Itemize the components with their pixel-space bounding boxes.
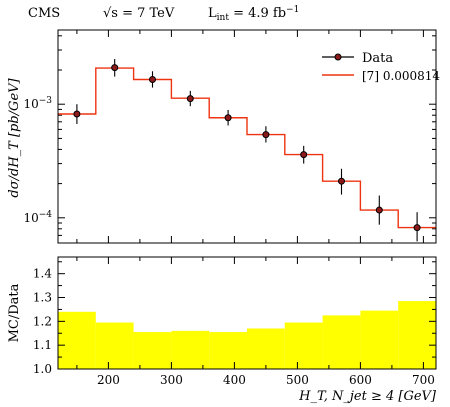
legend-mc-label: [7] 0.000814 <box>362 69 440 83</box>
x-tick-label: 300 <box>160 373 183 387</box>
lumi-exponent: −1 <box>286 5 299 15</box>
lumi-value: = 4.9 fb <box>229 6 286 21</box>
main-frame <box>57 29 437 244</box>
ratio-y-axis-label: MC/Data <box>7 283 22 342</box>
main-y-tick-labels: 10−3 10−4 <box>23 96 52 225</box>
ratio-bar <box>360 310 399 369</box>
ratio-bar <box>209 332 247 369</box>
x-tick-label: 400 <box>223 373 246 387</box>
mc-histogram-line <box>58 67 436 229</box>
data-point <box>300 151 308 159</box>
data-point <box>262 131 270 139</box>
experiment-label: CMS <box>28 6 60 21</box>
ratio-bar <box>322 315 361 369</box>
main-y-tick-label: 10−4 <box>23 210 52 225</box>
ratio-bar <box>247 328 285 369</box>
ratio-bar <box>95 322 134 369</box>
ratio-y-tick-label: 1.2 <box>33 314 52 328</box>
x-tick-label: 500 <box>286 373 309 387</box>
legend: Data [7] 0.000814 <box>322 51 440 83</box>
legend-data-marker <box>334 53 342 61</box>
ratio-y-tick-label: 1.3 <box>33 291 52 305</box>
x-axis-label: H_T, N_jet ≥ 4 [GeV] <box>298 389 437 404</box>
lumi-symbol: L <box>208 6 217 21</box>
data-point <box>224 114 232 122</box>
data-points <box>73 58 421 242</box>
x-tick-label: 700 <box>412 373 435 387</box>
main-y-axis-label: dσ/dH_T [pb/GeV] <box>7 77 22 197</box>
lumi-label: Lint = 4.9 fb−1 <box>208 5 299 23</box>
ratio-frame <box>57 256 437 370</box>
ratio-y-tick-label: 1.0 <box>33 362 52 376</box>
ratio-ticks <box>58 257 436 370</box>
ratio-bar <box>284 322 323 369</box>
ratio-y-tick-labels: 1.0 1.1 1.2 1.3 1.4 <box>33 267 52 376</box>
ratio-band <box>58 301 436 369</box>
data-point <box>413 224 421 232</box>
ratio-y-tick-label: 1.1 <box>33 338 52 352</box>
data-point <box>338 177 345 185</box>
ratio-bar <box>398 301 436 369</box>
ratio-panel: 1.0 1.1 1.2 1.3 1.4 200 300 400 500 600 700 MC/Da… <box>7 256 437 404</box>
lumi-subscript: int <box>217 13 230 23</box>
ratio-bar <box>133 332 172 369</box>
main-panel: 10−3 10−4 dσ/dH_T [pb/GeV] Data [7] 0.000… <box>7 29 440 244</box>
x-tick-label: 600 <box>349 373 372 387</box>
main-ticks <box>58 30 436 244</box>
data-point <box>73 110 81 118</box>
data-point <box>111 64 119 72</box>
ratio-y-tick-label: 1.4 <box>33 267 52 281</box>
ratio-bar <box>58 311 96 369</box>
legend-data-label: Data <box>362 51 393 66</box>
mc-histogram <box>58 67 436 229</box>
x-tick-label: 200 <box>97 373 120 387</box>
energy-label: √s = 7 TeV <box>103 6 175 21</box>
main-y-tick-label: 10−3 <box>23 96 52 111</box>
data-point <box>186 95 194 103</box>
data-point <box>149 75 156 83</box>
x-tick-labels: 200 300 400 500 600 700 <box>97 373 435 387</box>
ratio-bar <box>171 330 210 369</box>
data-point <box>375 206 383 214</box>
